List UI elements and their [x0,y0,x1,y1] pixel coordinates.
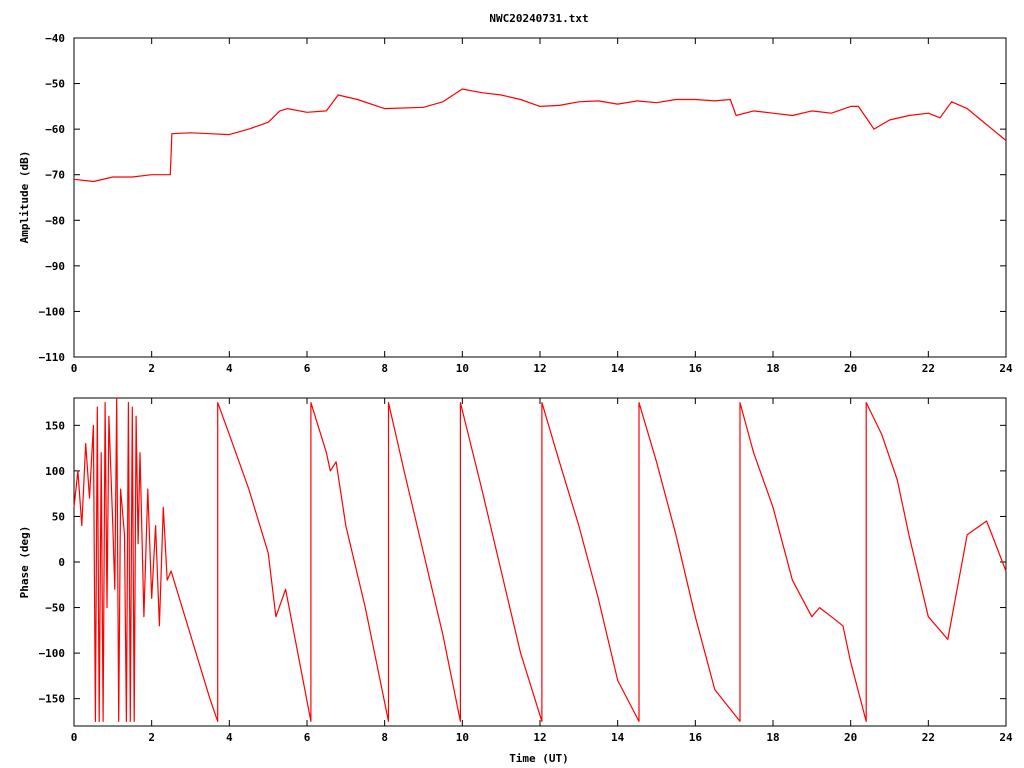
phase-x-tick-label: 8 [381,731,388,744]
amplitude-y-tick-label: −90 [45,260,65,273]
phase-x-tick-label: 6 [304,731,311,744]
amplitude-y-axis-label: Amplitude (dB) [18,151,31,244]
phase-series-group [73,397,1007,722]
amplitude-x-tick-label: 12 [533,362,546,375]
phase-x-tick-label: 22 [922,731,935,744]
phase-series-line [73,397,1007,722]
phase-x-tick-label: 16 [689,731,703,744]
phase-x-tick-label: 24 [999,731,1013,744]
phase-x-tick-label: 18 [766,731,779,744]
amplitude-y-tick-label: −50 [45,78,65,91]
phase-ticks: 0 2 4 6 8 10 12 14 16 18 20 22 24−150−100−5005010015… [39,398,1013,744]
phase-y-tick-label: 150 [45,419,65,432]
amplitude-x-tick-label: 10 [456,362,469,375]
phase-y-tick-label: 50 [52,510,65,523]
amplitude-y-tick-label: −80 [45,214,65,227]
amplitude-x-tick-label: 16 [689,362,703,375]
amplitude-panel: 0 2 4 6 8 10 12 14 16 18 20 22 24−110−100−90−80−70−6… [18,32,1013,375]
amplitude-series-group [73,88,1007,183]
amplitude-ticks: 0 2 4 6 8 10 12 14 16 18 20 22 24−110−100−90−80−70−6… [39,32,1013,375]
phase-x-tick-label: 12 [533,731,546,744]
amplitude-x-tick-label: 2 [148,362,155,375]
phase-y-tick-label: −150 [39,693,66,706]
phase-x-axis-label: Time (UT) [509,752,569,765]
amplitude-y-tick-label: −60 [45,123,65,136]
phase-x-tick-label: 0 [71,731,78,744]
phase-y-axis-label: Phase (deg) [18,526,31,599]
phase-y-tick-label: 100 [45,465,65,478]
phase-y-tick-label: −50 [45,602,65,615]
phase-y-tick-label: −100 [39,647,66,660]
phase-x-tick-label: 4 [226,731,233,744]
amplitude-x-tick-label: 6 [304,362,311,375]
amplitude-x-tick-label: 18 [766,362,779,375]
amplitude-x-tick-label: 24 [999,362,1013,375]
phase-x-tick-label: 2 [148,731,155,744]
amplitude-x-tick-label: 0 [71,362,78,375]
amplitude-y-tick-label: −70 [45,169,65,182]
phase-panel: 0 2 4 6 8 10 12 14 16 18 20 22 24−150−100−5005010015… [18,397,1013,765]
amplitude-x-tick-label: 8 [381,362,388,375]
amplitude-y-tick-label: −40 [45,32,65,45]
amplitude-x-tick-label: 4 [226,362,233,375]
amplitude-x-tick-label: 14 [611,362,625,375]
amplitude-series-line [73,88,1007,183]
phase-x-tick-label: 20 [844,731,857,744]
amplitude-y-tick-label: −100 [39,305,66,318]
chart-title: NWC20240731.txt [489,12,588,25]
phase-x-tick-label: 10 [456,731,469,744]
amplitude-y-tick-label: −110 [39,351,66,364]
amplitude-x-tick-label: 20 [844,362,857,375]
phase-x-tick-label: 14 [611,731,625,744]
amplitude-x-tick-label: 22 [922,362,935,375]
phase-y-tick-label: 0 [58,556,65,569]
